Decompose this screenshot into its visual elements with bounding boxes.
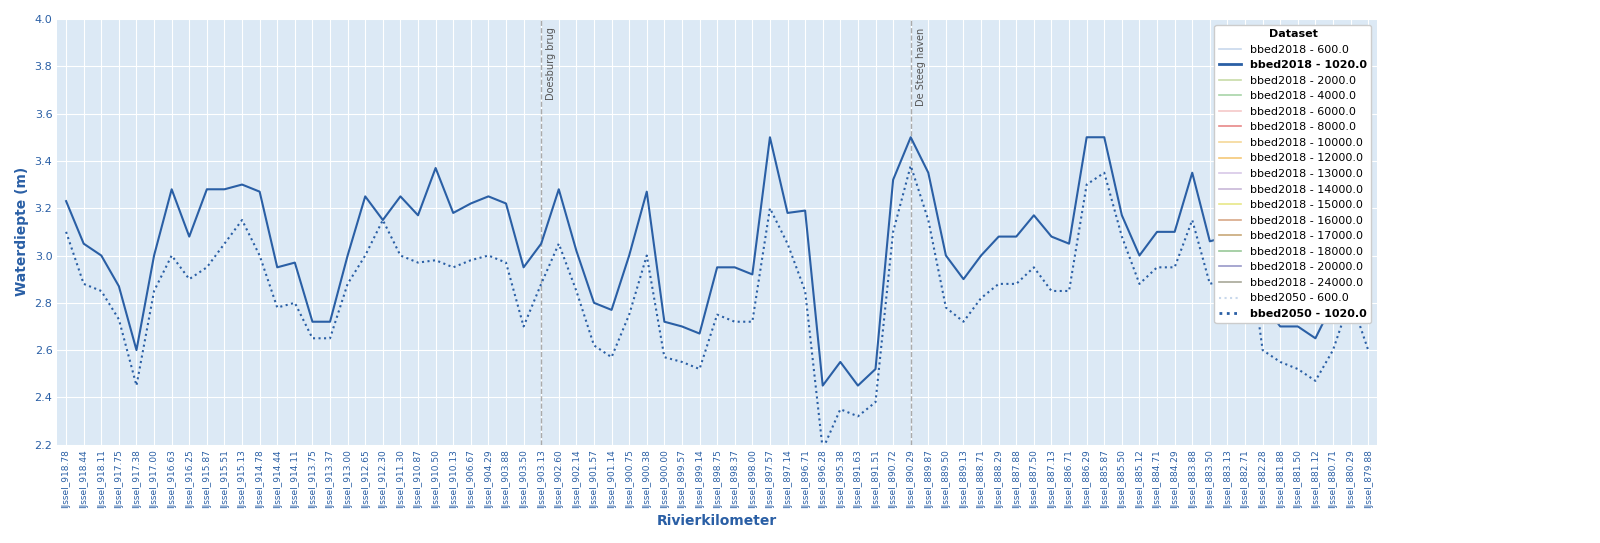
Legend: bbed2018 - 600.0, bbed2018 - 1020.0, bbed2018 - 2000.0, bbed2018 - 4000.0, bbed2: bbed2018 - 600.0, bbed2018 - 1020.0, bbe… <box>1214 24 1371 324</box>
Text: De Steeg haven: De Steeg haven <box>915 28 926 106</box>
Y-axis label: Waterdiepte (m): Waterdiepte (m) <box>14 167 29 296</box>
X-axis label: Rivierkilometer: Rivierkilometer <box>658 514 778 528</box>
Text: Doesburg brug: Doesburg brug <box>547 28 557 100</box>
